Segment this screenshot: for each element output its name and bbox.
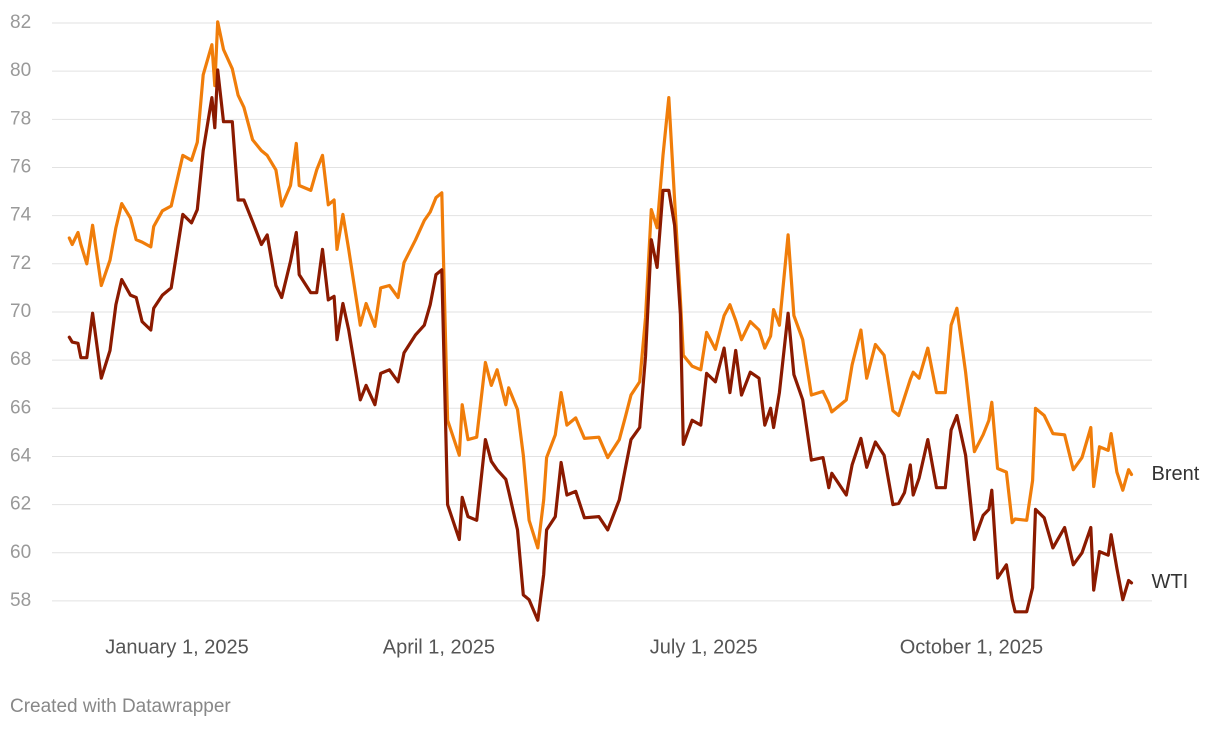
x-tick-label: January 1, 2025: [105, 636, 248, 658]
y-tick-label: 72: [10, 253, 31, 274]
x-tick-label: October 1, 2025: [900, 636, 1043, 658]
line: [67, 68, 1134, 622]
y-tick-label: 58: [10, 590, 31, 611]
y-tick-label: 80: [10, 60, 31, 81]
line: [67, 20, 1134, 550]
y-tick-label: 70: [10, 301, 31, 322]
x-tick-label: July 1, 2025: [650, 636, 758, 658]
series-label: WTI: [1152, 571, 1189, 593]
x-tick-label: April 1, 2025: [383, 636, 495, 658]
y-tick-label: 66: [10, 397, 31, 418]
y-tick-label: 64: [10, 445, 32, 466]
y-tick-label: 68: [10, 349, 31, 370]
y-tick-label: 62: [10, 494, 31, 515]
y-tick-label: 82: [10, 12, 31, 33]
y-tick-label: 76: [10, 156, 31, 177]
y-tick-label: 60: [10, 542, 31, 563]
y-tick-label: 78: [10, 108, 31, 129]
y-tick-label: 74: [10, 205, 32, 226]
credit: Created with Datawrapper: [10, 696, 231, 717]
series-label: Brent: [1152, 463, 1200, 485]
